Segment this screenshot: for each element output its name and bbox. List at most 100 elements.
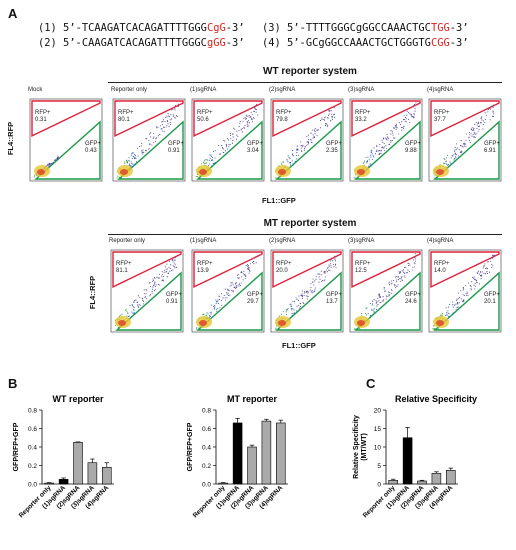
event-dot: [292, 150, 294, 152]
event-dot: [465, 139, 467, 141]
event-dot: [133, 306, 135, 308]
event-dot: [487, 111, 489, 113]
seq-num: (3): [262, 22, 281, 34]
bar: [87, 462, 98, 485]
event-dot: [236, 130, 238, 132]
event-dot: [227, 294, 230, 297]
panel-b-letter: B: [8, 376, 18, 391]
event-dot: [323, 119, 326, 121]
event-dot: [278, 328, 280, 330]
event-dot: [224, 150, 227, 152]
event-dot: [368, 165, 370, 167]
event-dot: [169, 267, 171, 270]
event-dot: [396, 127, 398, 129]
event-dot: [157, 283, 160, 285]
bar: [261, 420, 272, 485]
event-dot: [300, 141, 302, 143]
event-dot: [157, 126, 159, 128]
event-dot: [371, 309, 373, 312]
origin-cluster-core: [278, 169, 286, 175]
event-dot: [231, 282, 234, 284]
event-dot: [472, 129, 474, 131]
event-dot: [212, 163, 214, 165]
event-dot: [401, 270, 403, 272]
event-dot: [404, 116, 407, 119]
event-dot: [135, 299, 137, 301]
event-dot: [405, 272, 407, 274]
event-dot: [302, 146, 304, 148]
event-dot: [303, 295, 305, 297]
event-dot: [475, 279, 477, 281]
event-dot: [461, 145, 463, 147]
event-dot: [388, 281, 390, 283]
rfp-gate-name: RFP+: [35, 110, 51, 116]
event-dot: [154, 281, 156, 283]
event-dot: [449, 161, 451, 163]
event-dot: [393, 280, 395, 282]
event-dot: [388, 282, 390, 284]
event-dot: [453, 159, 455, 161]
event-dot: [378, 300, 380, 302]
event-dot: [383, 288, 385, 290]
gfp-gate-name: GFP+: [326, 292, 342, 299]
event-dot: [153, 290, 155, 292]
event-dot: [139, 296, 141, 298]
event-dot: [51, 162, 53, 164]
event-dot: [228, 139, 230, 141]
event-dot: [369, 163, 371, 165]
plot-label: (1)sgRNA: [190, 238, 217, 244]
event-dot: [120, 314, 122, 316]
event-dot: [166, 270, 168, 272]
event-dot: [166, 268, 169, 270]
event-dot: [172, 115, 174, 117]
event-dot: [489, 260, 492, 262]
event-dot: [172, 261, 174, 263]
event-dot: [376, 149, 378, 151]
event-dot: [444, 159, 446, 161]
event-dot: [310, 286, 312, 288]
event-dot: [492, 115, 494, 118]
event-dot: [237, 277, 239, 279]
event-dot: [471, 135, 473, 137]
event-dot: [292, 163, 294, 165]
event-dot: [173, 114, 175, 116]
y-tick-label: 0.2: [28, 463, 37, 470]
event-dot: [413, 259, 415, 261]
event-dot: [208, 164, 210, 166]
event-dot: [443, 158, 445, 160]
event-dot: [252, 116, 254, 119]
event-dot: [324, 270, 326, 272]
event-dot: [396, 281, 398, 283]
event-dot: [232, 139, 234, 142]
event-dot: [298, 295, 300, 297]
event-dot: [407, 112, 410, 114]
event-dot: [325, 123, 327, 125]
event-dot: [319, 127, 321, 129]
rfp-gate: [272, 251, 342, 289]
event-dot: [312, 137, 314, 139]
event-dot: [492, 255, 494, 257]
event-dot: [241, 131, 244, 133]
y-tick-label: 0.6: [202, 426, 211, 433]
event-dot: [290, 303, 292, 305]
event-dot: [402, 127, 405, 130]
bar: [276, 422, 286, 485]
event-dot: [401, 121, 403, 123]
rfp-gate-name: RFP+: [434, 261, 450, 267]
bar-chart: WT reporterGFP/RFP+GFP0.00.20.40.60.8Rep…: [13, 394, 114, 519]
event-dot: [229, 294, 231, 296]
event-dot: [289, 158, 291, 160]
event-dot: [221, 145, 223, 147]
event-dot: [491, 264, 493, 266]
event-dot: [313, 129, 316, 131]
event-dot: [243, 126, 245, 128]
event-dot: [446, 312, 448, 314]
event-dot: [315, 278, 317, 280]
event-dot: [307, 134, 309, 136]
event-dot: [328, 109, 330, 111]
event-dot: [385, 139, 387, 141]
event-dot: [414, 253, 416, 255]
event-dot: [287, 159, 289, 161]
event-dot: [400, 277, 403, 279]
event-dot: [311, 292, 313, 294]
